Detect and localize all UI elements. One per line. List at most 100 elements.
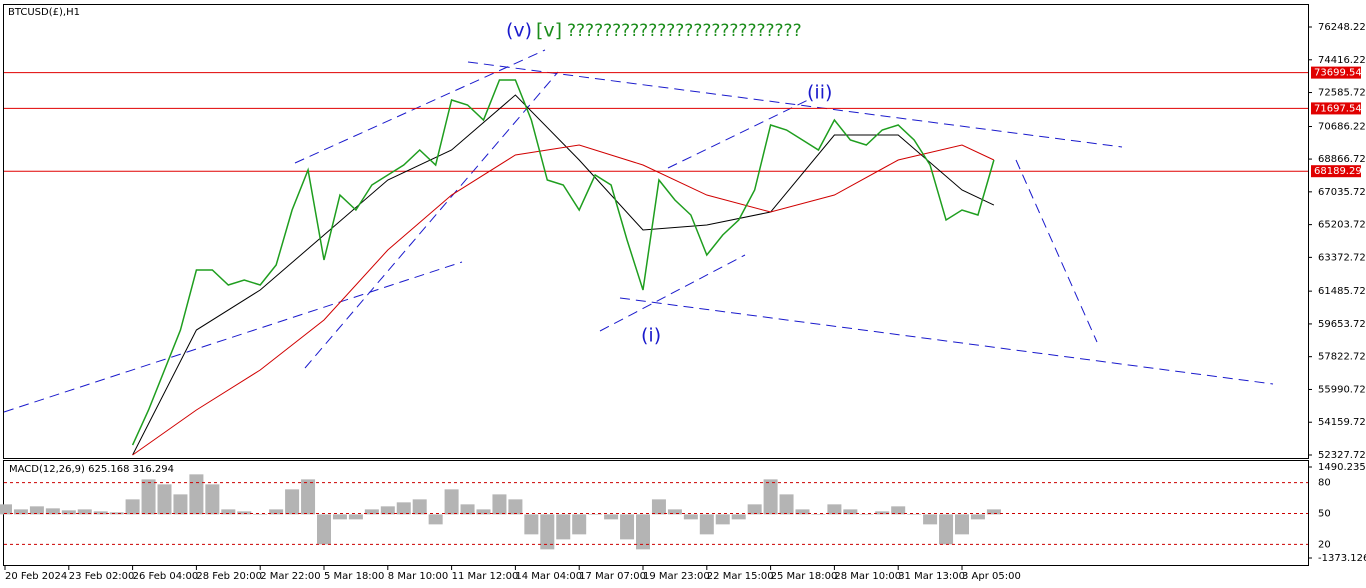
y-tick-label: 68866.72: [1318, 154, 1366, 165]
x-tick-label: 31 Mar 13:00: [898, 571, 965, 582]
macd-bar: [636, 514, 650, 550]
price-level-label: 71697.54: [1314, 103, 1362, 114]
macd-bar: [986, 509, 1001, 515]
macd-bar: [29, 506, 44, 515]
macd-bar: [572, 514, 587, 535]
trend-line: [294, 49, 546, 164]
macd-bar: [45, 508, 60, 515]
macd-bar: [683, 514, 698, 520]
y-tick-label: 72585.72: [1318, 88, 1366, 99]
y-tick-label: 70686.22: [1318, 122, 1366, 133]
macd-bar: [955, 514, 969, 535]
macd-bar: [588, 514, 603, 515]
macd-bar: [715, 514, 730, 525]
y-tick-label: 61485.72: [1318, 286, 1366, 297]
y-tick-label: 74416.22: [1318, 55, 1366, 66]
macd-level-label: 80: [1318, 478, 1331, 489]
y-tick-label: 76248.22: [1318, 22, 1366, 33]
macd-bar: [109, 512, 124, 515]
wave-label: (ii): [807, 82, 832, 104]
y-tick-label: 63372.72: [1318, 252, 1366, 263]
x-tick-label: 3 Apr 05:00: [962, 571, 1021, 582]
x-tick-label: 17 Mar 07:00: [579, 571, 646, 582]
macd-bar: [460, 504, 475, 515]
macd-bar: [827, 504, 842, 515]
y-tick-label: 59653.72: [1318, 319, 1366, 330]
macd-bar: [540, 514, 555, 550]
macd-bar: [189, 474, 204, 515]
macd-bar: [253, 514, 268, 515]
macd-bar: [285, 489, 300, 515]
macd-bar: [301, 479, 316, 515]
macd-bar: [651, 499, 666, 515]
x-tick-label: 5 Mar 18:00: [324, 571, 384, 582]
macd-bar: [13, 509, 28, 515]
macd-bar: [508, 499, 523, 515]
trend-line: [467, 61, 1123, 148]
trend-line: [599, 254, 746, 332]
trend-line: [1015, 159, 1098, 343]
macd-bar: [396, 502, 411, 515]
macd-bar: [77, 509, 92, 515]
macd-bar: [141, 479, 156, 515]
x-tick-label: 28 Mar 10:00: [834, 571, 901, 582]
y-tick-label: 55990.72: [1318, 384, 1366, 395]
wave-label: [v]: [536, 20, 562, 42]
macd-bar: [428, 514, 443, 525]
macd-tick-label: -1373.126: [1318, 553, 1366, 564]
trend-line: [3, 261, 463, 413]
macd-bar: [556, 514, 571, 540]
macd-level-label: 50: [1318, 509, 1331, 520]
macd-bar: [795, 509, 810, 515]
chart-title: BTCUSD(£),H1: [8, 7, 80, 18]
macd-bar: [970, 514, 985, 520]
macd-bar: [0, 504, 12, 515]
y-tick-label: 67035.72: [1318, 187, 1366, 198]
macd-bar: [907, 514, 922, 515]
wave-label: (i): [641, 325, 661, 347]
x-tick-label: 14 Mar 04:00: [515, 571, 582, 582]
macd-bar: [364, 509, 379, 515]
macd-bar: [604, 514, 619, 520]
macd-label: MACD(12,26,9) 625.168 316.294: [9, 464, 174, 475]
macd-bar: [923, 514, 938, 525]
main-frame: [3, 4, 1309, 459]
wave-label: ??????????????????????????: [567, 21, 802, 41]
macd-bar: [412, 499, 427, 515]
macd-level-label: 20: [1318, 539, 1331, 550]
macd-bar: [875, 511, 890, 515]
macd-bar: [125, 499, 140, 515]
macd-bar: [859, 514, 874, 515]
price-level-label: 73699.54: [1314, 68, 1362, 79]
macd-bar: [524, 514, 539, 535]
macd-bar: [667, 509, 682, 515]
macd-bar: [891, 506, 906, 515]
y-tick-label: 54159.72: [1318, 417, 1366, 428]
macd-bar: [811, 514, 826, 515]
macd-bar: [699, 514, 714, 535]
wave-label: (v): [506, 20, 532, 42]
macd-bar: [93, 511, 108, 515]
price-line: [131, 79, 995, 446]
macd-bar: [221, 509, 236, 515]
macd-bar: [476, 509, 491, 515]
macd-bar: [61, 510, 76, 515]
macd-bar: [843, 509, 858, 515]
y-tick-label: 57822.72: [1318, 352, 1366, 363]
x-tick-label: 22 Mar 15:00: [707, 571, 774, 582]
macd-bar: [269, 509, 284, 515]
x-tick-label: 26 Feb 04:00: [133, 571, 199, 582]
x-tick-label: 23 Feb 02:00: [69, 571, 135, 582]
macd-bar: [332, 514, 347, 520]
macd-tick-label: 1490.235: [1318, 462, 1366, 473]
price-level-tag: [1311, 102, 1361, 115]
moving-average: [132, 144, 995, 456]
price-level-tag: [1311, 165, 1361, 178]
trend-lines: [3, 49, 1274, 413]
macd-bar: [173, 494, 188, 515]
price-level-tag: [1311, 66, 1361, 79]
macd-bar: [763, 479, 778, 515]
trend-line: [619, 297, 1274, 385]
x-tick-label: 8 Mar 10:00: [388, 571, 448, 582]
macd-bar: [348, 514, 363, 520]
